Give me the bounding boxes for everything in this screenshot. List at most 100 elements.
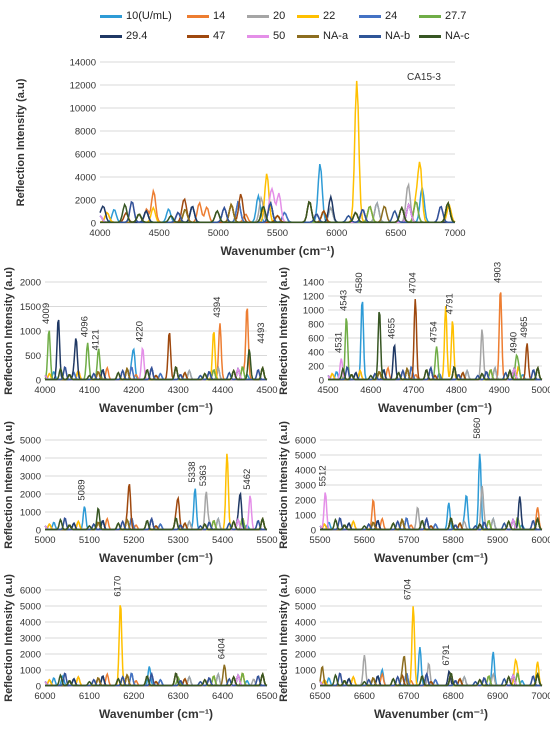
x-tick-label: 4500	[317, 385, 338, 396]
peak-annotation: 4009	[41, 303, 52, 324]
x-tick-label: 4000	[89, 228, 110, 239]
x-tick-label: 5000	[531, 385, 550, 396]
legend-item: 10(U/mL)	[100, 10, 172, 22]
chart-panel-5000-5500: 0 1000 2000 3000 4000 5000 5000 5100 5200 5300 540…	[3, 421, 278, 565]
y-tick-label: 2000	[20, 650, 41, 661]
x-tick-label: 4000	[34, 385, 55, 396]
legend-item: 20	[247, 10, 285, 22]
chart-panel-overview: 0 2000 4000 6000 8000 10000 12000 14000 4000 4500…	[15, 58, 466, 259]
y-tick-label: 1000	[20, 327, 41, 338]
y-axis-label: Reflection Intensity (a.u)	[3, 421, 15, 549]
y-tick-label: 1000	[295, 511, 316, 522]
x-tick-label: 5000	[34, 535, 55, 546]
peak-annotation: 4531	[333, 332, 344, 353]
series-line	[319, 453, 542, 531]
x-tick-label: 5500	[309, 535, 330, 546]
x-tick-label: 5400	[212, 535, 233, 546]
y-axis-label: Reflection Intensity (a.u)	[278, 574, 290, 702]
y-tick-label: 400	[308, 348, 324, 359]
legend-label: NA-b	[385, 30, 411, 42]
y-tick-label: 3000	[295, 481, 316, 492]
x-tick-label: 4500	[149, 228, 170, 239]
x-tick-label: 4400	[212, 385, 233, 396]
legend-item: 24	[359, 10, 397, 22]
peak-annotation: 4940	[508, 332, 519, 353]
peak-annotation: 6791	[441, 644, 452, 665]
series-line	[320, 672, 543, 687]
y-tick-label: 200	[308, 362, 324, 373]
x-tick-label: 5800	[443, 535, 464, 546]
legend-item: NA-c	[419, 30, 469, 42]
series-line	[45, 506, 268, 531]
y-tick-label: 8000	[75, 127, 96, 138]
y-tick-label: 5000	[295, 451, 316, 462]
peak-annotation: 5089	[77, 479, 88, 500]
legend-item: NA-a	[297, 30, 348, 42]
y-tick-label: 5000	[20, 602, 41, 613]
y-tick-label: 0	[36, 682, 41, 693]
legend-label: 14	[213, 10, 226, 22]
x-tick-label: 6600	[354, 691, 375, 702]
legend-label: 20	[273, 10, 286, 22]
y-tick-label: 600	[308, 334, 324, 345]
x-tick-label: 4500	[256, 385, 277, 396]
legend-swatch	[419, 34, 441, 38]
legend-label: 22	[323, 10, 336, 22]
y-tick-label: 3000	[20, 634, 41, 645]
peak-annotation: 6170	[112, 576, 123, 597]
y-tick-label: 4000	[295, 618, 316, 629]
y-tick-label: 2000	[75, 196, 96, 207]
x-tick-label: 6200	[123, 691, 144, 702]
y-axis-label: Reflection Intensity (a.u)	[278, 267, 290, 395]
x-tick-label: 6500	[256, 691, 277, 702]
y-tick-label: 0	[36, 376, 41, 387]
legend-label: 24	[385, 10, 398, 22]
x-tick-label: 5300	[168, 535, 189, 546]
y-tick-label: 0	[36, 526, 41, 537]
x-axis-label: Wavenumber (cm⁻¹)	[99, 401, 213, 415]
y-tick-label: 10000	[70, 104, 96, 115]
y-tick-label: 1200	[303, 292, 324, 303]
chart-legend: 10(U/mL) 14 20 22 24 27.7 29.4 47 50 NA-a NA-b NA-c	[0, 0, 550, 52]
y-tick-label: 4000	[20, 618, 41, 629]
series-line	[45, 349, 268, 381]
peak-annotation: 4096	[80, 316, 91, 337]
y-tick-label: 1000	[303, 306, 324, 317]
x-tick-label: 5900	[487, 535, 508, 546]
legend-label: NA-a	[323, 30, 349, 42]
y-tick-label: 3000	[295, 634, 316, 645]
x-tick-label: 4700	[403, 385, 424, 396]
y-tick-label: 6000	[20, 586, 41, 597]
chart-panel-6500-7000: 0 1000 2000 3000 4000 5000 6000 6500 6600 6700 680…	[278, 574, 550, 721]
x-tick-label: 7000	[444, 228, 465, 239]
legend-item: 14	[187, 10, 225, 22]
legend-swatch	[187, 34, 209, 38]
y-tick-label: 6000	[75, 150, 96, 161]
y-tick-label: 3000	[20, 472, 41, 483]
y-tick-label: 5000	[20, 436, 41, 447]
chart-panel-4000-4500: 0 500 1000 1500 2000 4000 4100 4200 4300 4400 4500…	[3, 267, 278, 415]
legend-item: 47	[187, 30, 225, 42]
legend-swatch	[419, 14, 441, 18]
chart-panel-4500-5000: 0 200 400 600 800 1000 1200 1400 4500 4600 4700 480…	[278, 262, 550, 415]
y-tick-label: 4000	[75, 173, 96, 184]
x-tick-label: 6000	[34, 691, 55, 702]
peak-annotation: 4121	[91, 329, 102, 350]
legend-swatch	[187, 14, 209, 18]
y-tick-label: 12000	[70, 81, 96, 92]
y-tick-label: 4000	[295, 466, 316, 477]
y-tick-label: 6000	[295, 436, 316, 447]
legend-item: 22	[297, 10, 335, 22]
x-tick-label: 4800	[446, 385, 467, 396]
peak-annotation: 6404	[216, 638, 227, 659]
y-tick-label: 1400	[303, 278, 324, 289]
series-line	[45, 672, 268, 687]
x-tick-label: 5500	[256, 535, 277, 546]
peak-annotation: 5860	[472, 418, 483, 439]
peak-annotation: 4493	[256, 322, 267, 343]
legend-label: 50	[273, 30, 286, 42]
legend-swatch	[297, 14, 319, 18]
peak-annotation: 5363	[198, 465, 209, 486]
y-tick-label: 0	[91, 219, 96, 230]
y-axis-label: Reflection Intensity (a.u)	[3, 574, 15, 702]
